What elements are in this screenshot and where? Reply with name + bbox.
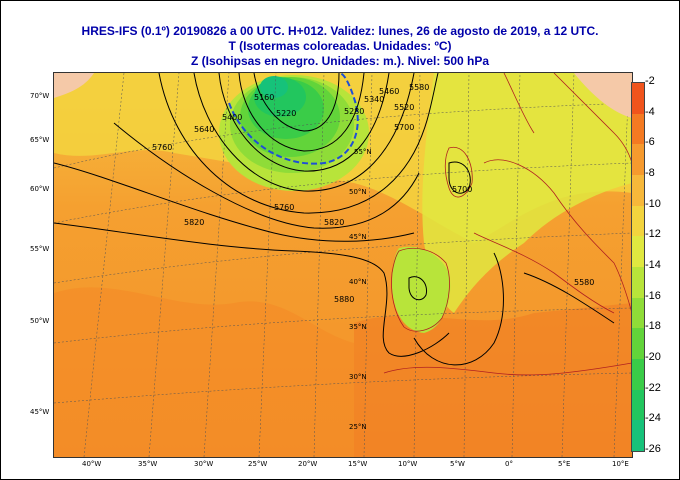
greenland-land bbox=[574, 73, 632, 118]
canada-land bbox=[54, 73, 94, 98]
coastlines bbox=[383, 73, 632, 376]
colorbar-segment bbox=[632, 175, 644, 207]
left-label-60: 60°W bbox=[30, 185, 50, 193]
colorbar-segment bbox=[632, 267, 644, 299]
left-label-65: 65°W bbox=[30, 136, 50, 144]
contour-label-5580: 5580 bbox=[409, 83, 430, 92]
colorbar-segment bbox=[632, 359, 644, 391]
colorbar-segment bbox=[632, 144, 644, 176]
colorbar-tick-label: -14 bbox=[645, 259, 661, 271]
colorbar-tick-label: -26 bbox=[645, 443, 661, 455]
lon-label-40w: 40°W bbox=[82, 460, 102, 468]
contour-label-5580-east: 5580 bbox=[574, 278, 595, 287]
colorbar-tick-label: -20 bbox=[645, 351, 661, 363]
lon-label-5e: 5°E bbox=[558, 460, 571, 468]
colorbar-segment bbox=[632, 83, 644, 115]
colorbar-segment bbox=[632, 236, 644, 268]
colorbar-tick-label: -24 bbox=[645, 412, 661, 425]
map-graticule bbox=[54, 73, 632, 457]
temp-patch-warm-east bbox=[354, 303, 632, 457]
colorbar-tick-label: -22 bbox=[645, 381, 661, 394]
title-line-3: Z (Isohipsas en negro. Unidades: m.). Ni… bbox=[190, 54, 490, 68]
lat-label-30n: 30°N bbox=[349, 373, 367, 381]
contour-label-5880: 5880 bbox=[334, 295, 355, 304]
contour-label-5700-east: 5700 bbox=[452, 185, 473, 194]
colorbar-tick-label: -18 bbox=[645, 320, 661, 333]
lon-label-20w: 20°W bbox=[298, 460, 318, 468]
lon-label-10w: 10°W bbox=[398, 460, 418, 468]
contour-label-5520: 5520 bbox=[394, 103, 415, 112]
colorbar-segment bbox=[632, 389, 644, 421]
lat-label-45n: 45°N bbox=[349, 233, 367, 241]
left-label-45: 45°W bbox=[30, 408, 50, 416]
contour-label-5160: 5160 bbox=[254, 93, 275, 102]
lon-label-10e: 10°E bbox=[612, 460, 629, 468]
temp-patch-europe bbox=[422, 73, 632, 313]
colorbar-tick-label: -8 bbox=[645, 167, 655, 179]
contour-label-5820-west: 5820 bbox=[184, 218, 205, 227]
colorbar-tick-label: -4 bbox=[645, 105, 655, 118]
lat-label-50n: 50°N bbox=[349, 188, 367, 196]
colorbar-segment bbox=[632, 113, 644, 145]
lon-label-25w: 25°W bbox=[248, 460, 268, 468]
contour-label-5460: 5460 bbox=[379, 87, 400, 96]
left-label-70: 70°W bbox=[30, 92, 50, 100]
contour-label-5280: 5280 bbox=[344, 107, 365, 116]
lon-label-30w: 30°W bbox=[194, 460, 214, 468]
contour-label-5760-west: 5760 bbox=[152, 143, 173, 152]
lat-label-35n: 35°N bbox=[349, 323, 367, 331]
iberia-cold-pool bbox=[392, 246, 451, 333]
cold-low-eye bbox=[260, 76, 288, 98]
contour-label-5820: 5820 bbox=[324, 218, 345, 227]
contour-label-5640: 5640 bbox=[194, 125, 215, 134]
contour-label-5340: 5340 bbox=[364, 95, 385, 104]
lon-label-35w: 35°W bbox=[138, 460, 158, 468]
lon-label-15w: 15°W bbox=[348, 460, 368, 468]
colorbar-tick-label: -12 bbox=[645, 228, 661, 241]
contour-label-5760: 5760 bbox=[274, 203, 295, 212]
colorbar-segment bbox=[632, 420, 644, 452]
map-canvas bbox=[54, 73, 632, 457]
title-line-2: T (Isotermas coloreadas. Unidades: ºC) bbox=[228, 39, 452, 53]
contour-label-5220: 5220 bbox=[276, 109, 297, 118]
colorbar-segment bbox=[632, 297, 644, 329]
temperature-colorbar bbox=[631, 82, 645, 452]
isotherm-dashed bbox=[228, 73, 359, 165]
left-label-50: 50°W bbox=[30, 317, 50, 325]
contour-label-5400: 5400 bbox=[222, 113, 243, 122]
lon-label-5w: 5°W bbox=[450, 460, 465, 468]
lat-label-40n: 40°N bbox=[349, 278, 367, 286]
contour-label-5700: 5700 bbox=[394, 123, 415, 132]
title-line-1: HRES-IFS (0.1º) 20190826 a 00 UTC. H+012… bbox=[81, 24, 599, 38]
lon-label-0: 0° bbox=[505, 460, 513, 468]
colorbar-tick-label: -10 bbox=[645, 197, 661, 210]
colorbar-segment bbox=[632, 205, 644, 237]
lat-label-55n: 55°N bbox=[354, 148, 372, 156]
colorbar-tick-label: -2 bbox=[645, 75, 655, 87]
left-label-55: 55°W bbox=[30, 245, 50, 253]
temp-patch-warm bbox=[54, 287, 354, 457]
colorbar-tick-label: -6 bbox=[645, 136, 655, 149]
lat-label-25n: 25°N bbox=[349, 423, 367, 431]
colorbar-tick-label: -16 bbox=[645, 289, 661, 302]
map-title: HRES-IFS (0.1º) 20190826 a 00 UTC. H+012… bbox=[0, 24, 680, 69]
colorbar-segment bbox=[632, 328, 644, 360]
weather-map: 5160 5220 5280 5340 5400 5460 5520 5580 … bbox=[53, 72, 633, 458]
geopotential-contours bbox=[54, 73, 615, 366]
